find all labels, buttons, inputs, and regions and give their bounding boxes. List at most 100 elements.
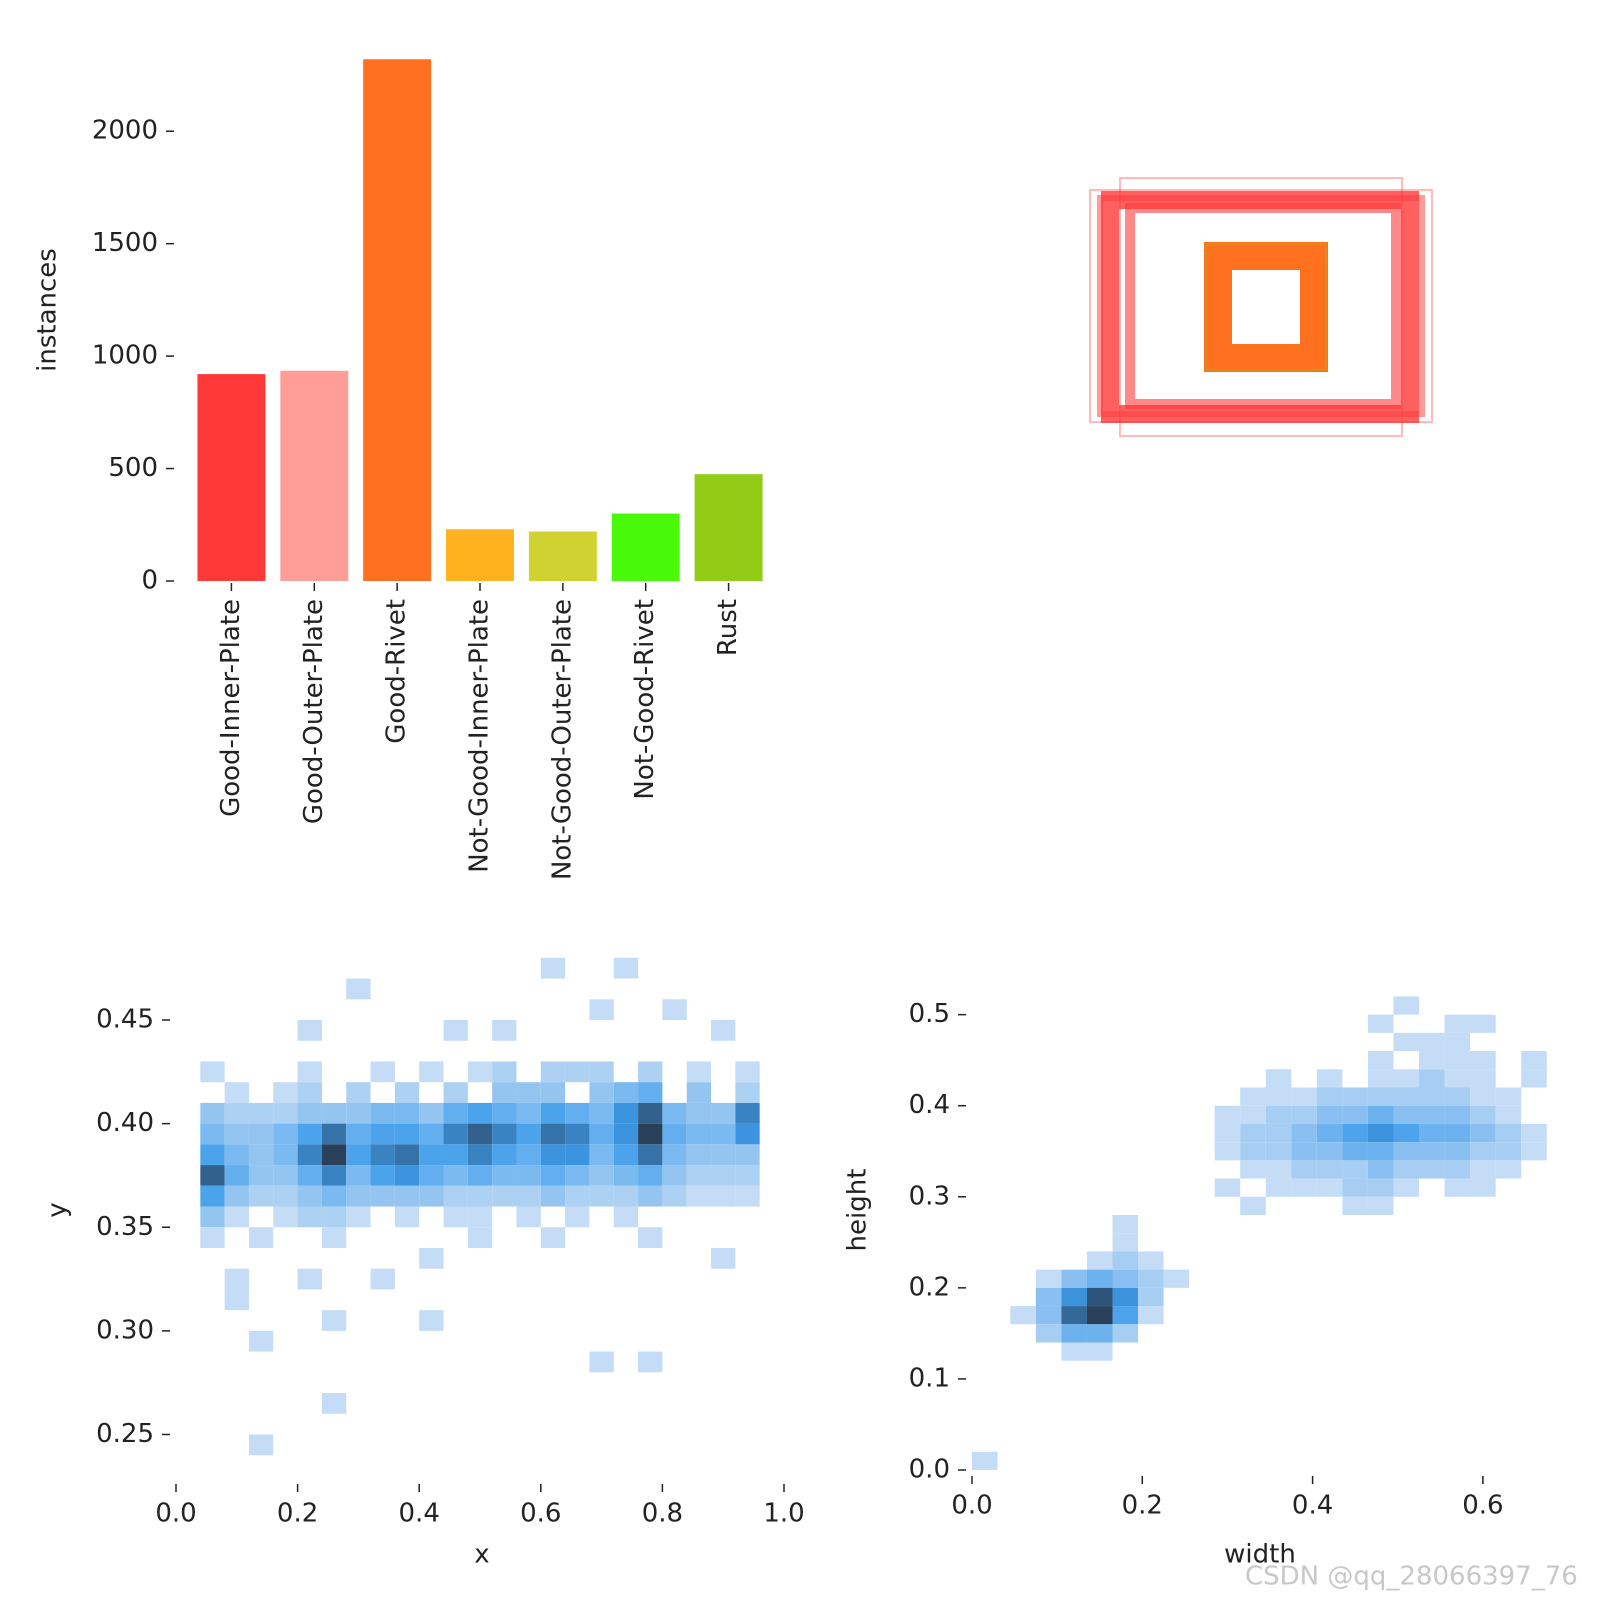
- hist-cell: [224, 1268, 249, 1290]
- y-tick-label: 0.3: [909, 1181, 950, 1211]
- hist-cell: [662, 1123, 687, 1145]
- hist-cell: [1163, 1269, 1190, 1288]
- hist-cell: [1393, 1032, 1420, 1052]
- hist-cell: [711, 1123, 736, 1145]
- y-tick-label: 0.25: [96, 1419, 154, 1449]
- hist-cell: [516, 1165, 541, 1186]
- hist-cell: [224, 1082, 249, 1103]
- hist-cell: [540, 1185, 566, 1207]
- hist-cell: [711, 1102, 736, 1124]
- hist-cell: [248, 1434, 274, 1456]
- hist-cell: [711, 1144, 736, 1166]
- hist-cell: [686, 1102, 712, 1124]
- hist-cell: [1393, 1123, 1420, 1143]
- hist-cell: [443, 1144, 468, 1166]
- hist-cell: [467, 1061, 493, 1083]
- hist-cell: [1470, 1105, 1496, 1124]
- hist-cell: [200, 1061, 225, 1083]
- y-tick-label: 2000: [92, 116, 158, 146]
- hist-cell: [1367, 1196, 1394, 1215]
- y-tick-label: 1500: [92, 228, 158, 258]
- hist-cell: [589, 1061, 614, 1083]
- y-tick-label: 0.40: [96, 1108, 154, 1138]
- hist-cell: [662, 999, 687, 1021]
- hist-cell: [492, 1144, 517, 1166]
- hist-cell: [662, 1165, 687, 1186]
- hist-cell: [224, 1165, 249, 1186]
- hist-cell: [1521, 1123, 1547, 1143]
- bar: [280, 370, 349, 581]
- x-tick-label: 0.4: [1292, 1491, 1333, 1521]
- y-axis-label: height: [843, 1169, 873, 1252]
- hist-cell: [1061, 1306, 1087, 1325]
- hist-cell: [1470, 1087, 1496, 1106]
- hist-cell: [540, 1165, 566, 1186]
- hist-cell: [540, 1144, 566, 1166]
- hist-cell: [1112, 1269, 1139, 1288]
- y-tick-label: 500: [108, 453, 158, 483]
- hist-cell: [321, 1185, 347, 1207]
- box-outline: [1205, 243, 1327, 371]
- hist-cell: [297, 1102, 322, 1124]
- hist-cell: [1265, 1069, 1292, 1088]
- hist-cell: [1035, 1269, 1062, 1288]
- hist-cell: [1342, 1087, 1368, 1106]
- x-axis-label: x: [474, 1540, 489, 1570]
- hist-cell: [394, 1185, 420, 1207]
- hist-cell: [972, 1451, 998, 1470]
- hist-cell: [1316, 1160, 1343, 1179]
- hist-cell: [1086, 1306, 1113, 1325]
- hist-cell: [370, 1268, 395, 1290]
- x-tick-label: Good-Outer-Plate: [299, 599, 329, 824]
- hist-cell: [565, 1185, 590, 1207]
- hist-cell: [686, 1185, 712, 1207]
- hist-cell: [613, 1082, 639, 1103]
- hist-cell: [321, 1227, 347, 1248]
- hist-cell: [565, 1061, 590, 1083]
- hist-cell: [1419, 1032, 1445, 1052]
- hist-cell: [1444, 1014, 1471, 1033]
- hist-cell: [686, 1165, 712, 1186]
- hist-cell: [321, 1102, 347, 1124]
- x-tick-label: 0.6: [1462, 1491, 1503, 1521]
- hist-cell: [1265, 1087, 1292, 1106]
- hist-cell: [1061, 1287, 1087, 1307]
- hist-cell: [419, 1144, 444, 1166]
- hist-cell: [321, 1310, 347, 1331]
- hist-cell: [1342, 1105, 1368, 1124]
- hist-cell: [1393, 1105, 1420, 1124]
- hist-cell: [1010, 1306, 1036, 1325]
- hist-cell: [1316, 1087, 1343, 1106]
- hist-cell: [248, 1102, 274, 1124]
- x-axis-label: width: [1224, 1540, 1296, 1570]
- y-tick-label: 0.45: [96, 1005, 154, 1035]
- y-tick-label: 0.2: [909, 1272, 950, 1302]
- hist-cell: [1112, 1233, 1139, 1252]
- hist-cell: [516, 1082, 541, 1103]
- hist-cell: [492, 1102, 517, 1124]
- hist-cell: [1316, 1178, 1343, 1197]
- hist-cell: [248, 1165, 274, 1186]
- hist-cell: [200, 1123, 225, 1145]
- hist-cell: [1112, 1251, 1139, 1270]
- y-tick-label: 0.35: [96, 1212, 154, 1242]
- hist-cell: [1061, 1342, 1087, 1361]
- hist-cell: [589, 1185, 614, 1207]
- hist-cell: [1112, 1215, 1139, 1234]
- hist-cell: [1316, 1069, 1343, 1088]
- hist-cell: [1470, 1123, 1496, 1143]
- hist-cell: [638, 1351, 663, 1373]
- hist-cell: [1138, 1251, 1164, 1270]
- hist-cell: [1367, 1142, 1394, 1161]
- hist-cell: [589, 1351, 614, 1373]
- hist-cell: [467, 1227, 493, 1248]
- hist-cell: [273, 1102, 298, 1124]
- hist-cell: [370, 1144, 395, 1166]
- hist-cell: [1342, 1142, 1368, 1161]
- hist-cell: [297, 1206, 322, 1228]
- hist-cell: [1470, 1051, 1496, 1070]
- box-outline: [1125, 203, 1401, 409]
- x-tick-label: Not-Good-Rivet: [630, 599, 660, 800]
- hist-cell: [1470, 1178, 1496, 1197]
